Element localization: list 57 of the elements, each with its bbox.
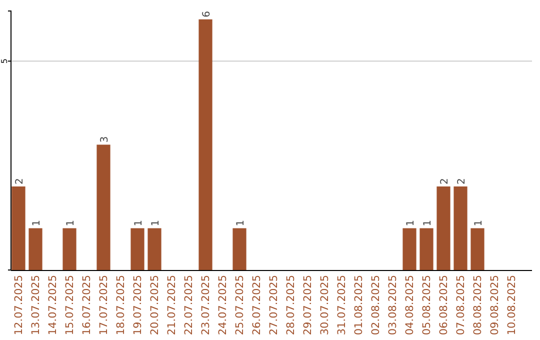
- x-tick-label: 22.07.2025: [183, 275, 196, 336]
- bar: [28, 228, 42, 270]
- bar: [402, 228, 416, 270]
- data-label: 1: [474, 220, 484, 226]
- x-tick-label: 06.08.2025: [438, 275, 450, 336]
- data-label: 1: [134, 220, 144, 226]
- x-tick-label: 01.08.2025: [353, 275, 366, 336]
- data-label: 1: [236, 220, 246, 226]
- bar: [12, 186, 26, 270]
- bar: [470, 228, 484, 270]
- data-label: 6: [202, 10, 212, 18]
- x-tick-label: 20.07.2025: [149, 275, 162, 336]
- y-tick-label: 5: [0, 58, 9, 64]
- x-tick-label: 25.07.2025: [234, 275, 246, 336]
- x-tick-label: 13.07.2025: [30, 275, 42, 336]
- x-tick-label: 07.08.2025: [455, 275, 468, 336]
- data-label: 1: [32, 220, 42, 226]
- x-tick-label: 10.08.2025: [506, 275, 518, 336]
- x-tick-label: 28.07.2025: [285, 275, 298, 336]
- x-tick-label: 24.07.2025: [217, 275, 230, 336]
- bar: [148, 228, 162, 270]
- data-label: 1: [66, 220, 76, 226]
- x-tick-label: 17.07.2025: [98, 275, 110, 336]
- x-tick-label: 31.07.2025: [336, 275, 348, 336]
- bar: [232, 228, 246, 270]
- data-label: 1: [422, 220, 434, 226]
- x-tick-label: 05.08.2025: [421, 275, 434, 336]
- x-tick-label: 19.07.2025: [132, 275, 144, 336]
- data-label: 2: [440, 178, 450, 184]
- x-tick-label: 12.07.2025: [13, 275, 26, 336]
- x-tick-label: 15.07.2025: [64, 275, 76, 336]
- x-tick-label: 03.08.2025: [387, 275, 400, 336]
- data-label: 3: [100, 136, 110, 143]
- x-tick-label: 18.07.2025: [115, 275, 128, 336]
- x-tick-label: 21.07.2025: [166, 275, 178, 336]
- x-tick-label: 26.07.2025: [251, 275, 264, 336]
- x-tick-label: 14.07.2025: [47, 275, 60, 336]
- bar: [198, 19, 212, 270]
- bar: [420, 228, 434, 270]
- bar: [130, 228, 144, 270]
- x-tick-label: 30.07.2025: [319, 275, 332, 336]
- x-tick-label: 27.07.2025: [268, 275, 280, 336]
- bar: [96, 144, 110, 270]
- x-tick-label: 09.08.2025: [489, 275, 502, 336]
- data-label: 2: [14, 178, 26, 184]
- x-tick-label: 23.07.2025: [200, 275, 212, 336]
- data-label: 1: [406, 220, 416, 226]
- x-tick-label: 02.08.2025: [370, 275, 382, 336]
- x-tick-label: 04.08.2025: [404, 275, 416, 336]
- x-tick-label: 08.08.2025: [472, 275, 484, 336]
- x-tick-label: 16.07.2025: [81, 275, 94, 336]
- x-tick-label: 29.07.2025: [302, 275, 314, 336]
- data-label: 1: [150, 220, 162, 226]
- data-label: 2: [456, 178, 468, 184]
- bar: [454, 186, 468, 270]
- bar: [436, 186, 450, 270]
- bar: [62, 228, 76, 270]
